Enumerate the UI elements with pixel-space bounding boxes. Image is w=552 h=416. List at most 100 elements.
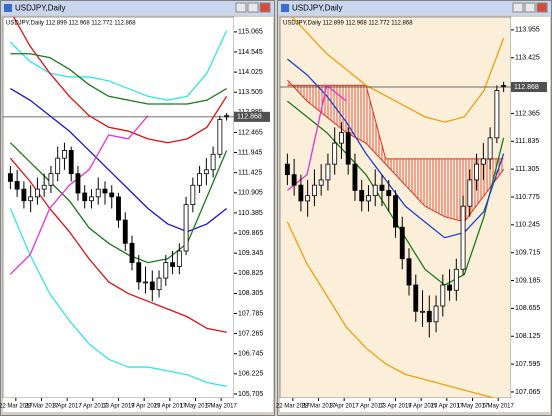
candle-body (197, 173, 203, 186)
candle-body (406, 258, 412, 286)
candle-body (399, 226, 405, 260)
indicator-line (291, 17, 505, 123)
last-price-label: 112.868 (237, 114, 262, 121)
candle-body (68, 150, 74, 175)
x-tick-label: 25 Apr 2017 (154, 404, 187, 410)
date-axis (3, 398, 273, 412)
candle-body (305, 195, 311, 202)
x-tick-label: 19 Apr 2017 (405, 404, 438, 410)
x-tick-label: 5 May 2017 (205, 404, 237, 410)
candle-body (433, 305, 439, 323)
candle-body (420, 310, 425, 313)
indicator-line (9, 30, 228, 101)
minimize-button[interactable] (512, 2, 524, 13)
y-tick-label: 113.425 (515, 55, 540, 62)
candle-body (440, 284, 446, 307)
candle-body (318, 179, 324, 186)
candle-body (62, 150, 67, 159)
close-button[interactable] (536, 2, 548, 13)
y-tick-label: 114.545 (238, 49, 263, 56)
last-price-label: 112.868 (514, 84, 539, 91)
x-tick-label: 22 Mar 2017 (276, 404, 310, 410)
indicator-line (10, 53, 227, 105)
candle-body (291, 174, 297, 186)
candle-body (41, 184, 47, 190)
chart-info: USDJPY,Daily 112.899 112.968 112.772 112… (283, 21, 413, 27)
window-icon (4, 4, 12, 12)
y-tick-label: 115.065 (238, 29, 263, 36)
y-tick-label: 109.345 (238, 250, 263, 257)
y-tick-label: 109.185 (515, 277, 540, 284)
candle-body (14, 180, 20, 190)
candle-body (298, 184, 304, 202)
price-axis (511, 17, 550, 398)
candle-body (170, 262, 175, 267)
y-tick-label: 111.945 (238, 149, 262, 156)
plot (284, 17, 507, 398)
date-axis (280, 398, 550, 412)
x-tick-label: 3 Apr 2017 (53, 404, 83, 410)
cloud-span (287, 79, 505, 223)
price-axis (234, 17, 273, 398)
cloud-span (287, 84, 504, 160)
minimize-button[interactable] (235, 2, 247, 13)
x-tick-label: 5 May 2017 (482, 404, 514, 410)
chart-info: USDJPY,Daily 112.899 112.968 112.772 112… (6, 21, 136, 27)
candle-body (149, 281, 155, 291)
candle-body (480, 158, 486, 165)
candle-body (122, 219, 128, 244)
x-tick-label: 28 Mar 2017 (25, 404, 59, 410)
indicator-line (12, 17, 228, 144)
candle-body (332, 142, 338, 165)
title-bar (1, 1, 274, 15)
y-tick-label: 106.745 (238, 351, 263, 358)
close-button[interactable] (259, 2, 271, 13)
candle-body (55, 157, 61, 175)
window-icon (281, 4, 289, 12)
y-tick-label: 111.425 (238, 170, 262, 177)
candle-body (345, 132, 351, 165)
candle-body (311, 184, 317, 197)
x-tick-label: 7 Apr 2017 (78, 404, 108, 410)
candle-body (460, 205, 466, 270)
x-tick-label: 1 May 2017 (180, 404, 212, 410)
candle-body (75, 173, 81, 194)
x-tick-label: 13 Apr 2017 (102, 404, 135, 410)
y-tick-label: 108.125 (515, 333, 540, 340)
last-price-tag (511, 81, 547, 92)
chart-window: USDJPY,Daily 115.065 114.545 114.025 113.505… (0, 0, 275, 416)
candle-body (487, 137, 493, 160)
candle-body (372, 184, 378, 197)
y-tick-label: 112.365 (515, 110, 540, 117)
y-tick-label: 108.305 (238, 290, 263, 297)
candle-body (102, 188, 108, 194)
candle-body (447, 284, 452, 291)
candle-body (143, 281, 148, 284)
candle-body (359, 190, 365, 202)
candle-body (494, 90, 500, 139)
y-tick-label: 110.385 (238, 210, 263, 217)
x-tick-label: 3 Apr 2017 (330, 404, 360, 410)
x-tick-label: 19 Apr 2017 (128, 404, 161, 410)
y-tick-label: 113.505 (238, 89, 263, 96)
y-tick-label: 109.865 (238, 230, 263, 237)
y-tick-label: 114.025 (238, 69, 263, 76)
candle-body (116, 196, 121, 221)
title-bar (278, 1, 551, 15)
x-tick-label: 7 Apr 2017 (355, 404, 385, 410)
y-tick-label: 108.825 (238, 270, 263, 277)
candle-body (129, 242, 135, 264)
y-tick-label: 107.785 (238, 310, 263, 317)
candle-body (136, 262, 142, 283)
maximize-button[interactable] (247, 2, 259, 13)
candle-body (379, 184, 385, 191)
maximize-button[interactable] (524, 2, 536, 13)
last-price-tag (234, 111, 270, 122)
chart-window: USDJPY,Daily113.955113.425112.895112.365… (276, 0, 552, 416)
candle-body (467, 179, 473, 207)
indicator-line (10, 87, 228, 233)
y-tick-label: 108.655 (515, 305, 540, 312)
candle-body (413, 284, 419, 312)
candle-body (453, 268, 459, 291)
